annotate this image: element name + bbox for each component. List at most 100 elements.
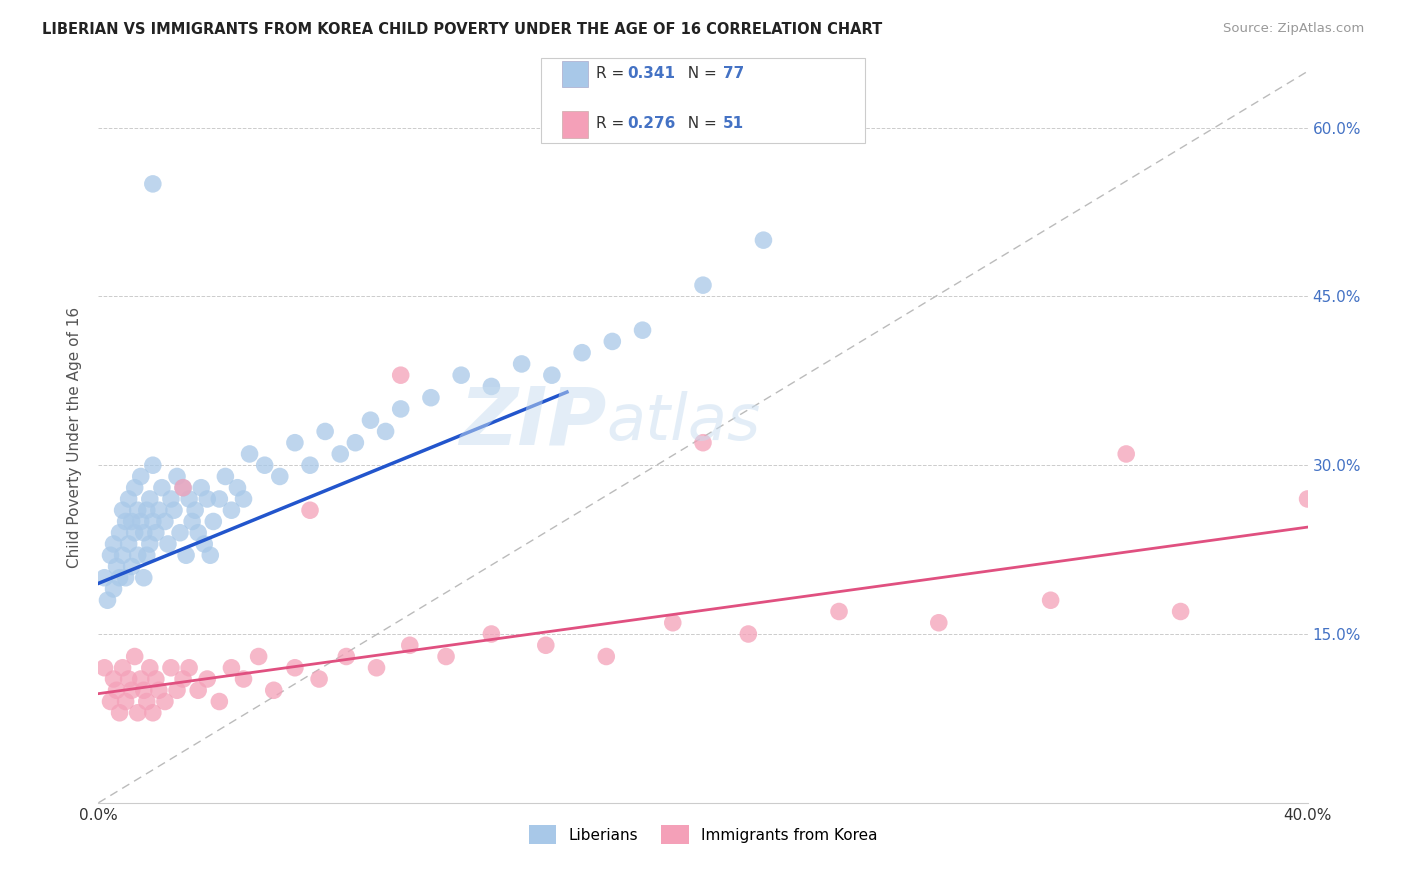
Point <box>103 537 125 551</box>
Point <box>195 672 218 686</box>
Point <box>247 649 270 664</box>
Point <box>145 672 167 686</box>
Point <box>221 503 243 517</box>
Point <box>111 503 134 517</box>
Point <box>100 694 122 708</box>
Point <box>129 469 152 483</box>
Point <box>398 638 420 652</box>
Point <box>193 537 215 551</box>
Point <box>127 548 149 562</box>
Text: 0.341: 0.341 <box>627 66 675 80</box>
Point <box>135 503 157 517</box>
Point <box>208 694 231 708</box>
Point <box>202 515 225 529</box>
Point <box>150 481 173 495</box>
Point <box>214 469 236 483</box>
Point <box>179 491 201 506</box>
Point <box>389 368 412 383</box>
Point <box>752 233 775 247</box>
Point <box>124 649 146 664</box>
Point <box>174 548 197 562</box>
Point <box>139 537 162 551</box>
Point <box>118 672 141 686</box>
Point <box>1170 605 1192 619</box>
Point <box>100 548 122 562</box>
Point <box>1115 447 1137 461</box>
Point <box>253 458 276 473</box>
Point <box>114 694 136 708</box>
Point <box>172 481 194 495</box>
Point <box>93 661 115 675</box>
Text: R =: R = <box>596 117 630 131</box>
Point <box>299 458 322 473</box>
Point <box>534 638 557 652</box>
Point <box>828 605 851 619</box>
Point <box>200 548 222 562</box>
Point <box>96 593 118 607</box>
Point <box>172 672 194 686</box>
Point <box>121 683 143 698</box>
Point <box>184 503 207 517</box>
Point <box>239 447 262 461</box>
Point <box>139 661 162 675</box>
Point <box>148 503 170 517</box>
Point <box>481 627 503 641</box>
Point <box>111 548 134 562</box>
Point <box>360 413 382 427</box>
Point <box>190 481 212 495</box>
Point <box>118 537 141 551</box>
Point <box>132 683 155 698</box>
Point <box>389 401 412 416</box>
Point <box>181 515 204 529</box>
Point <box>595 649 617 664</box>
Point <box>148 683 170 698</box>
Point <box>169 525 191 540</box>
Point <box>111 661 134 675</box>
Point <box>114 515 136 529</box>
Point <box>420 391 443 405</box>
Point <box>163 503 186 517</box>
Point <box>142 458 165 473</box>
Point <box>571 345 593 359</box>
Point <box>179 661 201 675</box>
Point <box>540 368 562 383</box>
Point <box>153 694 176 708</box>
Point <box>93 571 115 585</box>
Point <box>221 661 243 675</box>
Point <box>434 649 457 664</box>
Point <box>450 368 472 383</box>
Point <box>366 661 388 675</box>
Point <box>928 615 950 630</box>
Point <box>195 491 218 506</box>
Text: 77: 77 <box>723 66 744 80</box>
Point <box>166 683 188 698</box>
Point <box>232 491 254 506</box>
Text: ZIP: ZIP <box>458 384 606 461</box>
Point <box>142 515 165 529</box>
Text: N =: N = <box>678 66 721 80</box>
Point <box>1039 593 1062 607</box>
Point <box>121 559 143 574</box>
Point <box>187 525 209 540</box>
Point <box>208 491 231 506</box>
Point <box>127 503 149 517</box>
Point <box>166 469 188 483</box>
Point <box>103 672 125 686</box>
Point <box>308 672 330 686</box>
Point <box>118 491 141 506</box>
Legend: Liberians, Immigrants from Korea: Liberians, Immigrants from Korea <box>523 819 883 850</box>
Text: R =: R = <box>596 66 630 80</box>
Point <box>124 525 146 540</box>
Point <box>737 627 759 641</box>
Point <box>269 469 291 483</box>
Point <box>135 694 157 708</box>
Point <box>284 661 307 675</box>
Point <box>129 672 152 686</box>
Point <box>692 278 714 293</box>
Text: 0.276: 0.276 <box>627 117 675 131</box>
Point <box>135 548 157 562</box>
Point <box>692 435 714 450</box>
Point <box>299 503 322 517</box>
Point <box>132 525 155 540</box>
Point <box>1296 491 1319 506</box>
